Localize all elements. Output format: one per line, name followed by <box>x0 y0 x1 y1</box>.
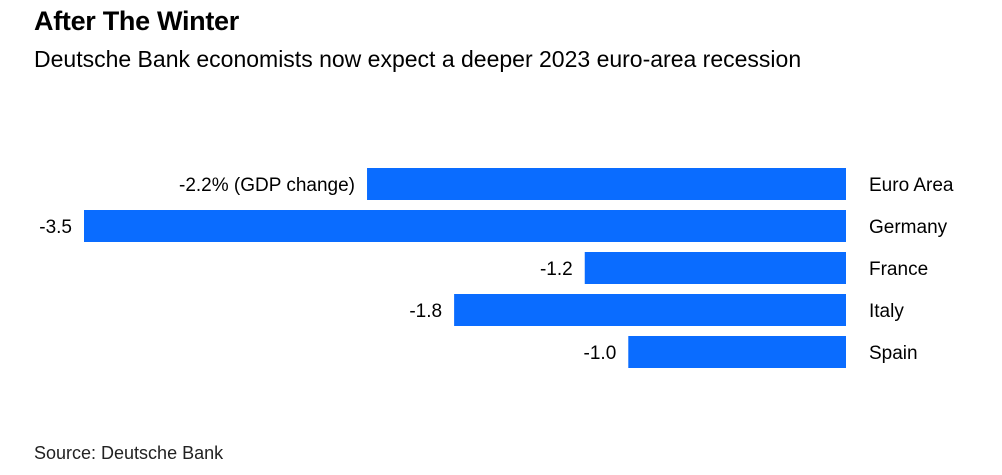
category-label-italy: Italy <box>869 301 904 322</box>
bar-euro-area <box>367 168 846 200</box>
category-label-spain: Spain <box>869 343 918 364</box>
source-note: Source: Deutsche Bank <box>34 443 224 463</box>
category-label-euro-area: Euro Area <box>869 175 954 196</box>
bar-italy <box>454 294 846 326</box>
category-label-france: France <box>869 259 928 280</box>
bar-france <box>584 252 846 284</box>
value-label-france: -1.2 <box>540 259 573 280</box>
bar-spain <box>628 336 846 368</box>
value-label-spain: -1.0 <box>584 343 617 364</box>
chart-title: After The Winter <box>34 6 239 36</box>
chart-subtitle: Deutsche Bank economists now expect a de… <box>34 46 802 72</box>
value-label-germany: -3.5 <box>39 217 72 238</box>
value-label-italy: -1.8 <box>409 301 442 322</box>
category-label-germany: Germany <box>869 217 948 238</box>
value-label-euro-area: -2.2% (GDP change) <box>179 175 355 196</box>
bar-germany <box>84 210 846 242</box>
